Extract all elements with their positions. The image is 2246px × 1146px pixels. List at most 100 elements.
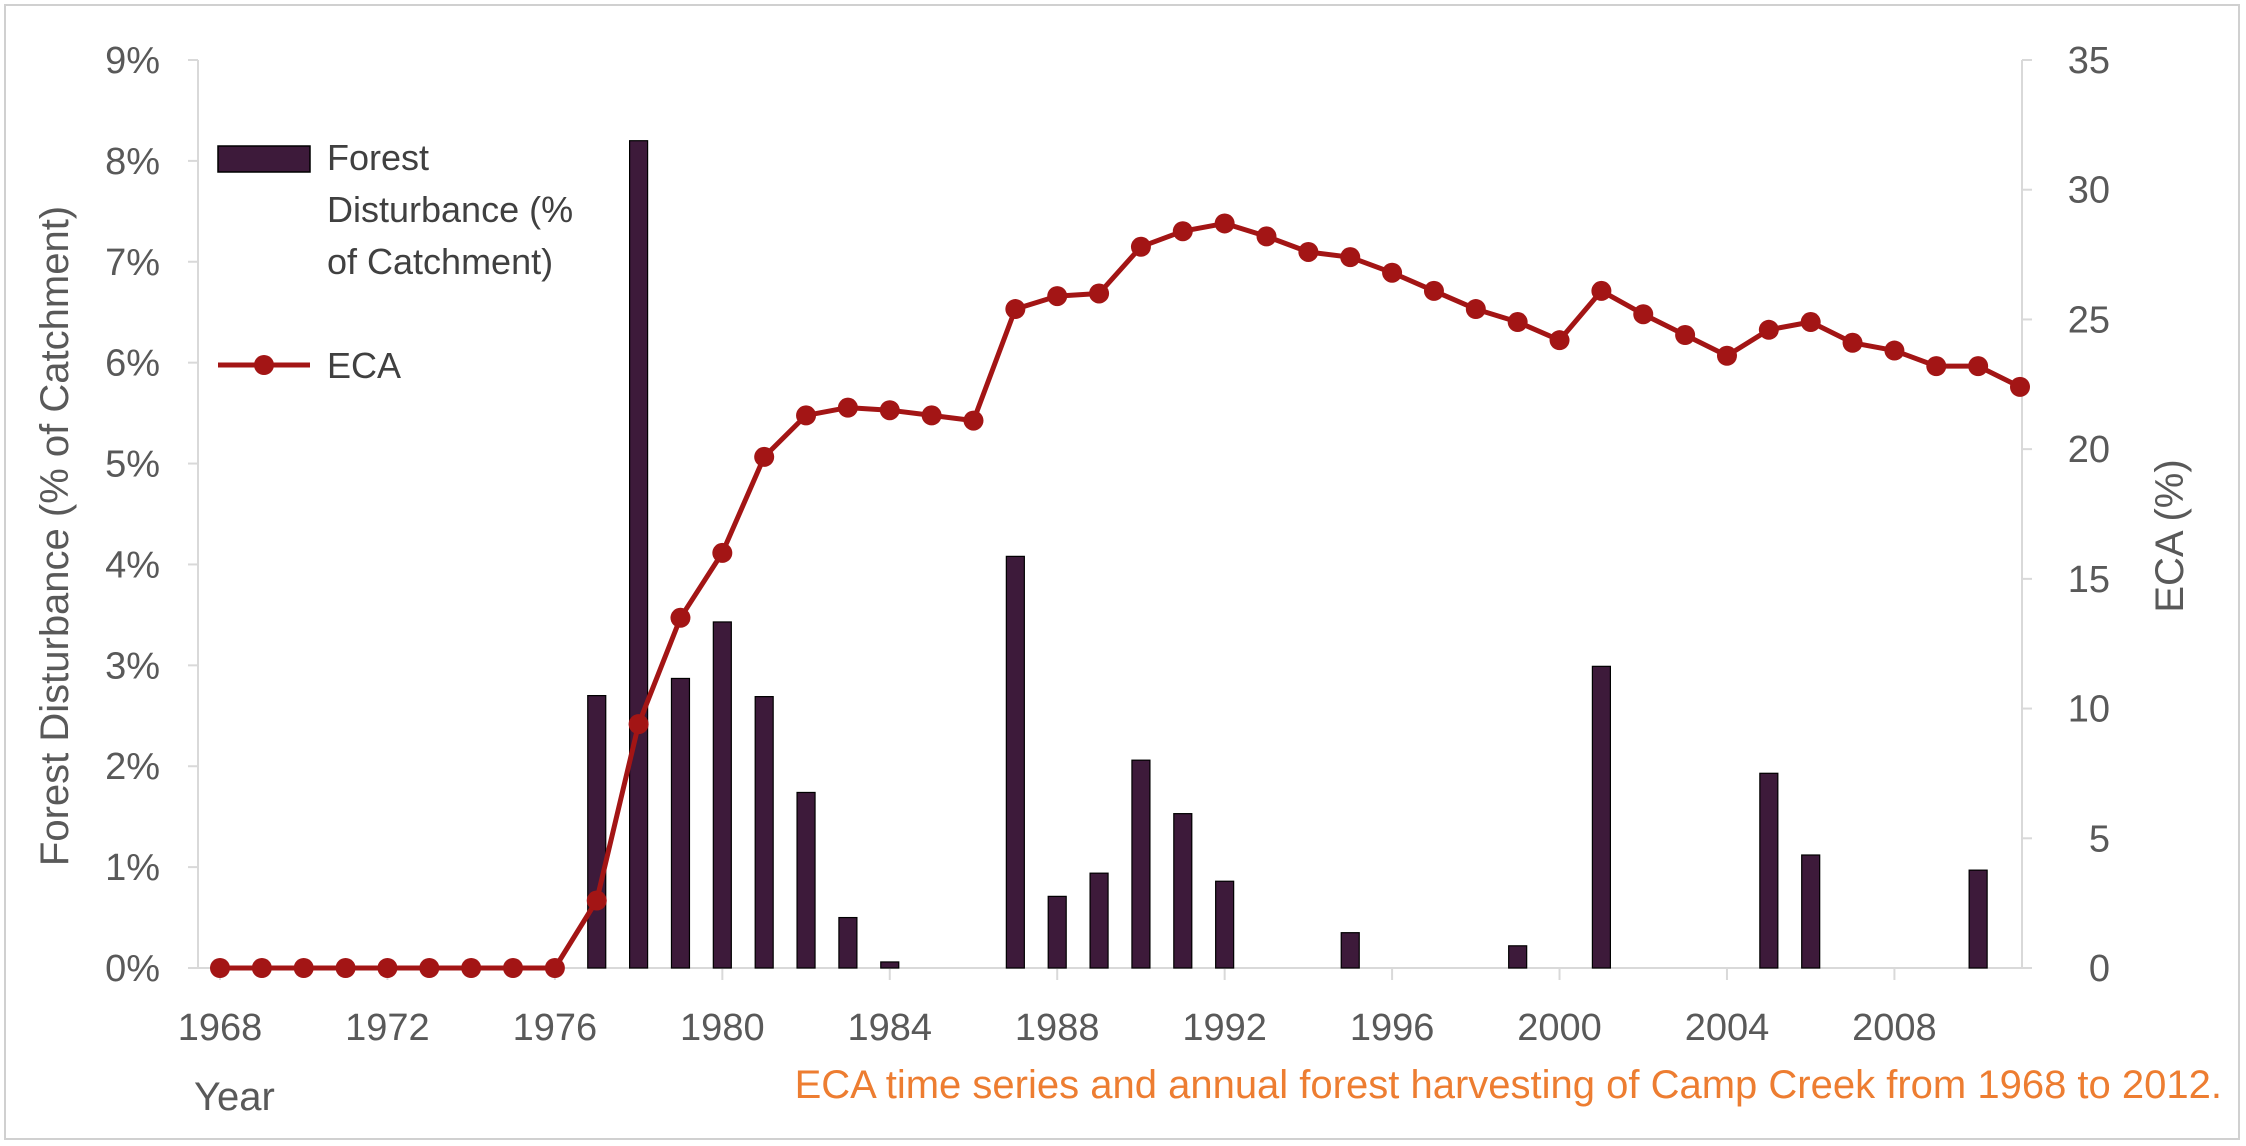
y-left-tick-label: 9% (105, 40, 160, 82)
line-series (210, 213, 2030, 978)
y-left-tick-label: 2% (105, 746, 160, 788)
eca-point (1968, 356, 1989, 377)
x-tick-label: 1992 (1182, 1007, 1267, 1049)
eca-point (754, 446, 775, 467)
eca-point (1926, 356, 1947, 377)
disturbance-bar (670, 677, 691, 969)
eca-point (796, 405, 817, 426)
eca-point (419, 958, 440, 978)
tick-label-layer: 0% 1% 2% 3% 4% 5% 6% 7% 8% 9% 0 5 10 15 20 25 30 35 1968 19… (105, 40, 2110, 1049)
y-right-tick-label: 35 (2068, 40, 2110, 82)
x-tick-label: 1968 (178, 1007, 263, 1049)
eca-point (1716, 345, 1737, 366)
x-tick-label: 2000 (1517, 1007, 1602, 1049)
eca-point (1047, 286, 1068, 307)
eca-point (1591, 280, 1612, 301)
disturbance-bar (1215, 880, 1235, 969)
disturbance-bar (1005, 555, 1025, 969)
eca-point (293, 958, 314, 978)
disturbance-bar (1173, 813, 1193, 969)
y-left-tick-label: 7% (105, 242, 160, 284)
eca-point (1130, 236, 1151, 257)
eca-point (1549, 330, 1570, 351)
eca-point (335, 958, 356, 978)
eca-point (712, 542, 733, 563)
y-left-tick-label: 8% (105, 141, 160, 183)
disturbance-bar (1759, 772, 1779, 969)
y-right-tick-label: 10 (2068, 689, 2110, 731)
eca-point (461, 958, 482, 978)
legend-bar-swatch (217, 145, 311, 173)
y-left-tick-label: 4% (105, 544, 160, 586)
y-left-tick-label: 3% (105, 645, 160, 687)
legend-bar-label-line3: of Catchment) (327, 241, 553, 282)
eca-point (1842, 332, 1863, 353)
eca-point (879, 400, 900, 421)
y-right-tick-label: 5 (2089, 818, 2110, 860)
y-right-tick-label: 20 (2068, 429, 2110, 471)
disturbance-bar (712, 621, 732, 969)
eca-point (670, 607, 691, 628)
y-right-tick-label: 15 (2068, 559, 2110, 601)
eca-point (1675, 324, 1696, 345)
figure-caption: ECA time series and annual forest harves… (795, 1063, 2222, 1107)
legend-line-marker (254, 355, 274, 375)
disturbance-bar (1801, 854, 1821, 969)
x-tick-label: 1984 (847, 1007, 932, 1049)
eca-point (1214, 213, 1235, 234)
y-right-tick-label: 0 (2089, 948, 2110, 990)
disturbance-bar (1340, 932, 1360, 969)
legend-bar-label-line2: Disturbance (% (327, 189, 573, 230)
bar-series (587, 140, 1988, 969)
eca-point (1172, 221, 1193, 242)
eca-point (2010, 376, 2030, 397)
eca-point (963, 410, 984, 431)
eca-point (1256, 226, 1277, 247)
eca-point (377, 958, 398, 978)
eca-point (1465, 299, 1486, 320)
x-tick-label: 1976 (513, 1007, 598, 1049)
disturbance-bar (1131, 759, 1151, 969)
eca-point (251, 958, 272, 978)
x-axis-title: Year (194, 1075, 275, 1119)
eca-point (1089, 283, 1110, 304)
disturbance-bar (880, 961, 900, 969)
eca-point (628, 714, 649, 735)
eca-point (544, 958, 565, 978)
disturbance-bar (754, 696, 774, 969)
y-right-tick-label: 30 (2068, 170, 2110, 212)
y-left-axis-title: Forest Disturbance (% of Catchment) (33, 206, 77, 866)
eca-point (1005, 299, 1026, 320)
chart-frame (4, 4, 2240, 1140)
eca-point (503, 958, 524, 978)
disturbance-bar (838, 916, 858, 969)
disturbance-bar (796, 791, 816, 969)
x-tick-label: 1980 (680, 1007, 765, 1049)
eca-line (220, 220, 2022, 971)
eca-point (210, 958, 230, 978)
eca-point (1507, 312, 1528, 333)
eca-point (1340, 247, 1361, 268)
eca-point (921, 405, 942, 426)
disturbance-bar (1508, 945, 1528, 969)
disturbance-bar (1089, 872, 1109, 969)
disturbance-bar (1047, 895, 1067, 969)
disturbance-bar (587, 694, 607, 969)
eca-point (1382, 262, 1403, 283)
legend-line-label: ECA (327, 345, 401, 386)
y-right-tick-label: 25 (2068, 299, 2110, 341)
disturbance-bar (1591, 665, 1611, 969)
x-tick-label: 2004 (1685, 1007, 1770, 1049)
eca-point (1298, 241, 1319, 262)
legend: Forest Disturbance (% of Catchment) ECA (217, 137, 573, 386)
eca-point (1758, 319, 1779, 340)
y-left-tick-label: 0% (105, 948, 160, 990)
eca-point (1633, 304, 1654, 325)
disturbance-bar (1968, 869, 1988, 969)
eca-point (1884, 340, 1905, 361)
eca-point (1800, 312, 1821, 333)
eca-point (586, 890, 607, 911)
y-left-tick-label: 6% (105, 343, 160, 385)
x-tick-label: 1988 (1015, 1007, 1100, 1049)
